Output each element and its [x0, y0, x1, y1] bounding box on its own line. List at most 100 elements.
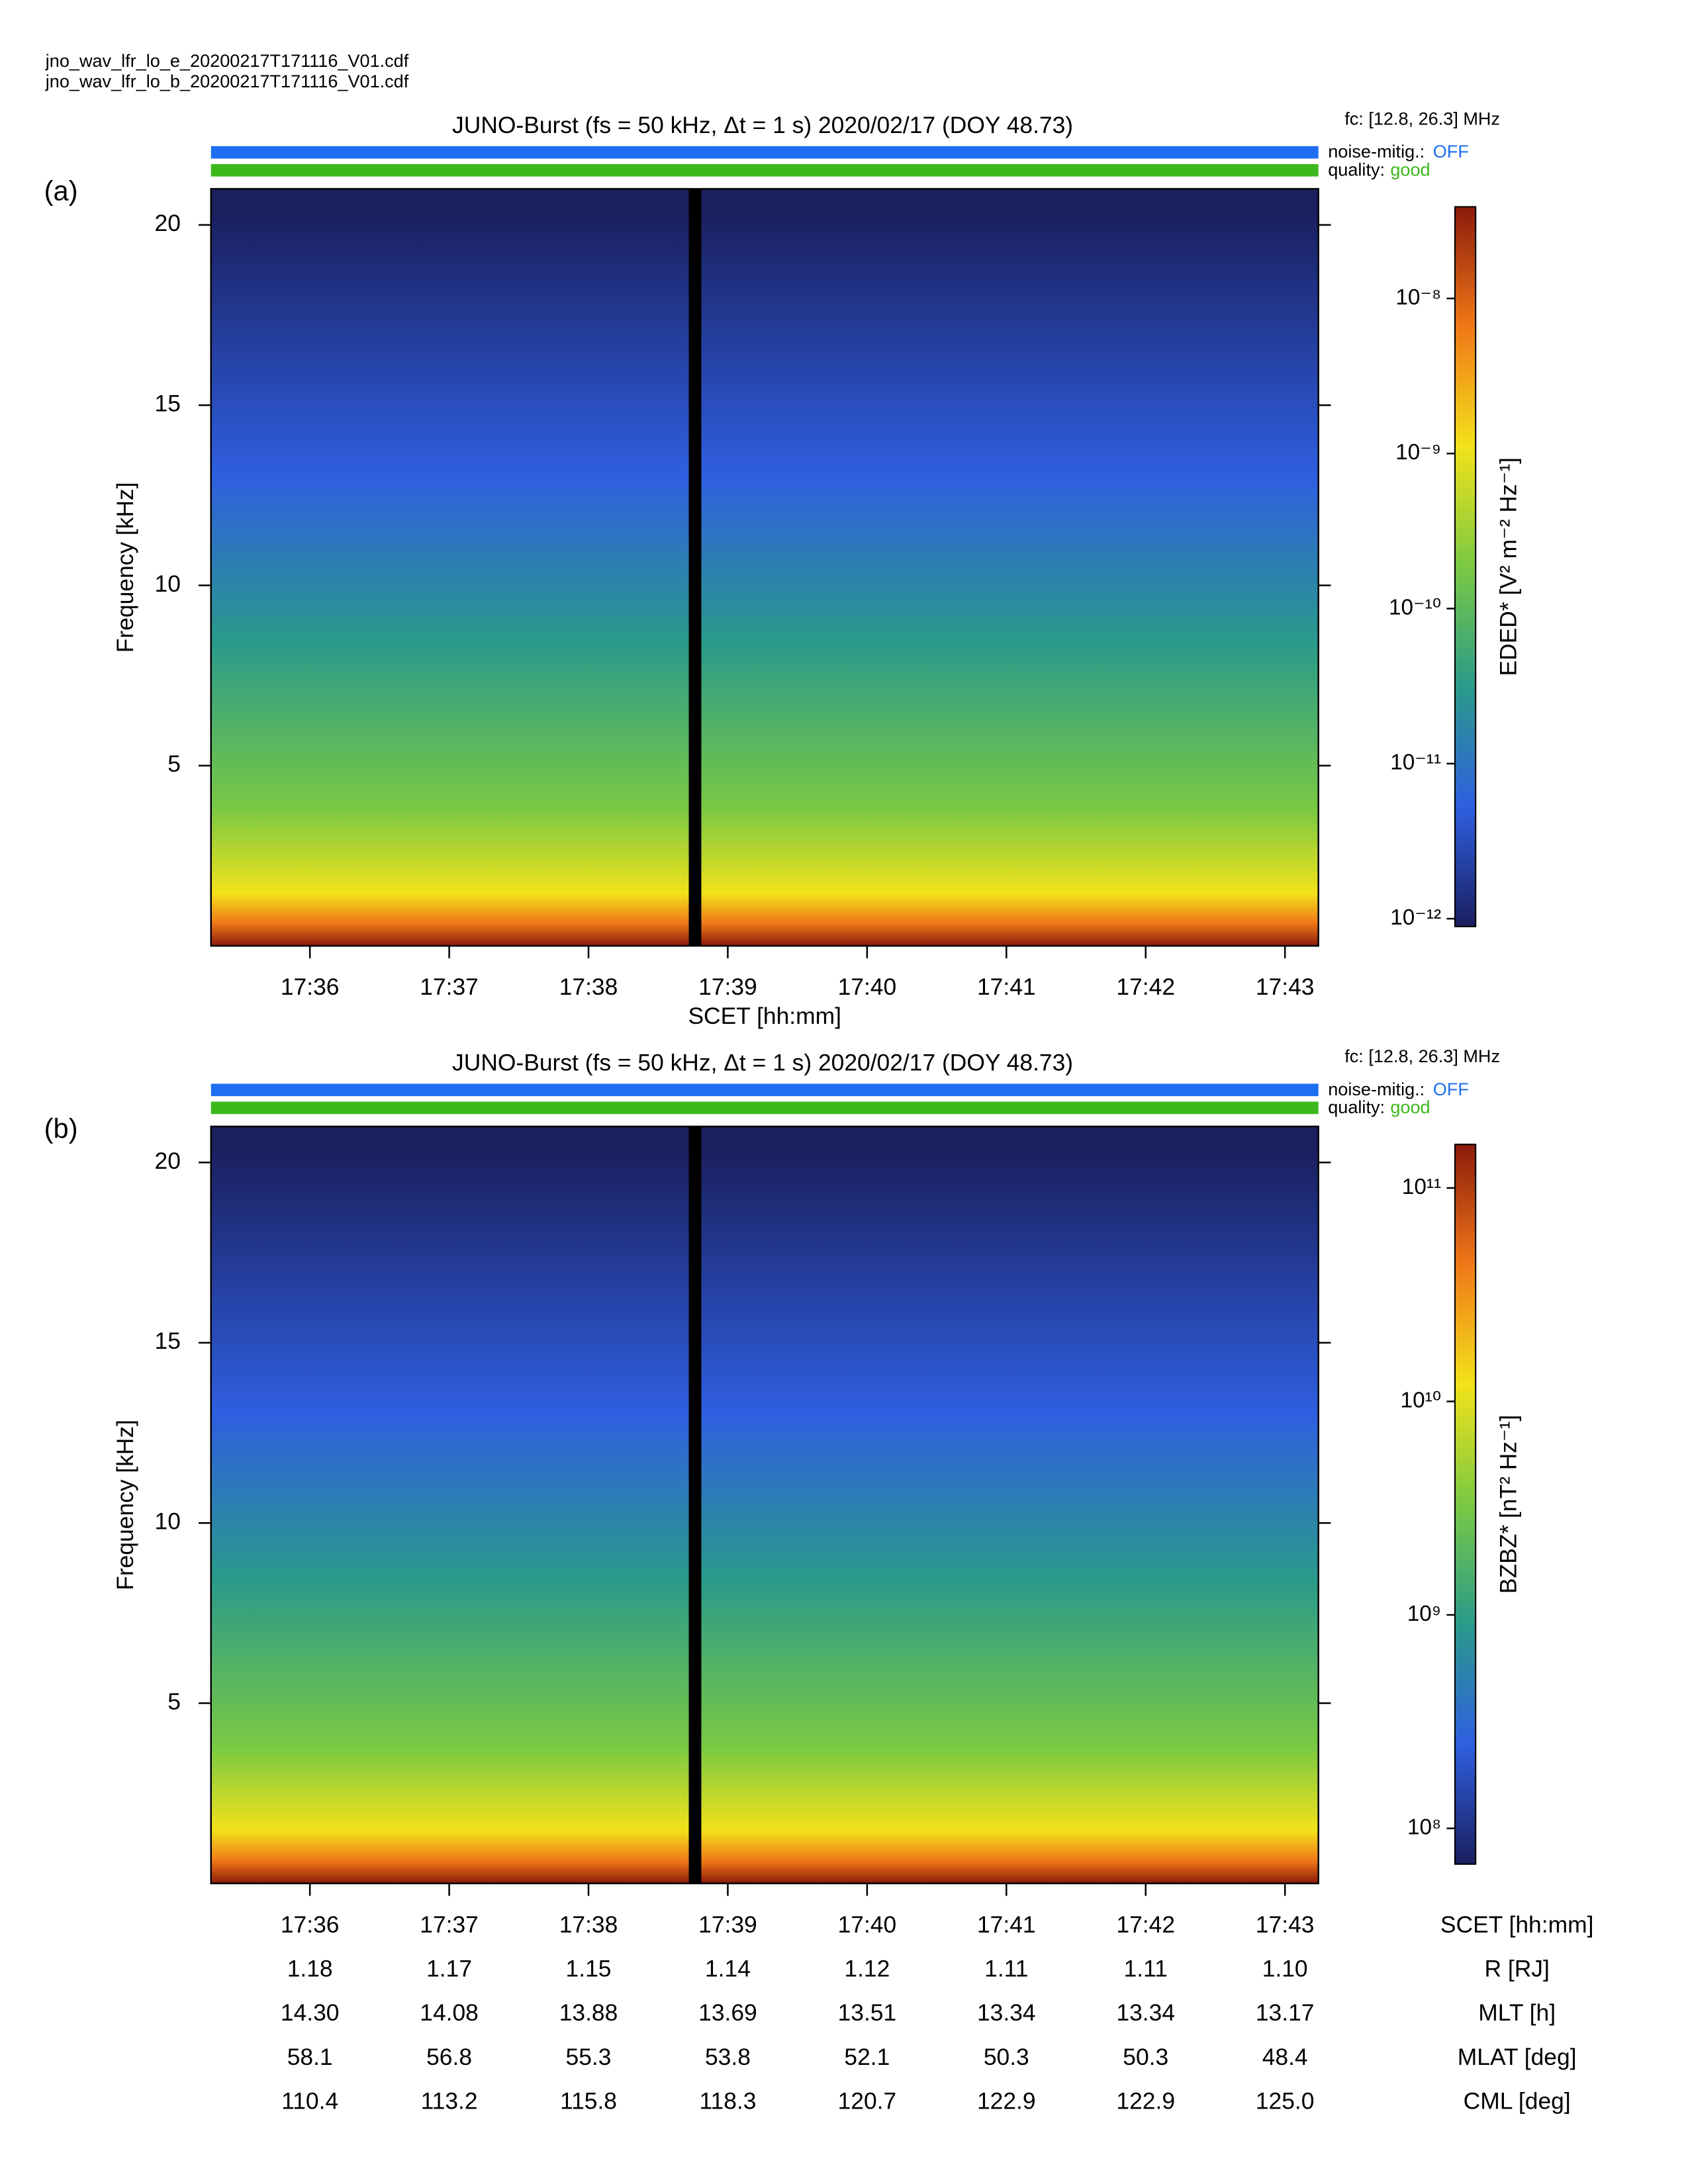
- y-axis-label: Frequency [kHz]: [112, 1420, 138, 1590]
- ephemeris-value: 122.9: [1116, 2087, 1175, 2114]
- colorbar-tick-label: 10⁹: [1407, 1602, 1441, 1626]
- ephemeris-value: 1.10: [1262, 1955, 1308, 1981]
- x-tick-label: 17:37: [420, 974, 479, 1000]
- x-tick-label: 17:38: [559, 1911, 618, 1938]
- ephemeris-value: 1.15: [566, 1955, 612, 1981]
- quality-value: good: [1390, 159, 1430, 179]
- panel-label: (a): [44, 175, 78, 206]
- noise-mitig-label: noise-mitig.: OFF: [1328, 141, 1469, 161]
- y-tick-label: 10: [155, 1508, 181, 1535]
- ephemeris-value: 13.17: [1256, 1999, 1315, 2026]
- ephemeris-label: MLT [h]: [1478, 1999, 1556, 2026]
- data-gap: [688, 1126, 702, 1884]
- x-tick-label: 17:36: [281, 974, 340, 1000]
- noise-mitig-key: noise-mitig.:: [1328, 141, 1425, 161]
- y-tick-label: 5: [167, 751, 181, 777]
- ephemeris-value: 50.3: [1123, 2044, 1168, 2070]
- ephemeris-value: 110.4: [281, 2087, 338, 2114]
- ephemeris-value: 1.11: [984, 1955, 1028, 1981]
- panel-title: JUNO-Burst (fs = 50 kHz, Δt = 1 s) 2020/…: [452, 1050, 1073, 1076]
- quality-value: good: [1390, 1097, 1430, 1117]
- x-axis-label: SCET [hh:mm]: [1440, 1911, 1594, 1938]
- quality-key: quality:: [1328, 1097, 1385, 1117]
- file-name: jno_wav_lfr_lo_b_20200217T171116_V01.cdf: [45, 71, 409, 91]
- ephemeris-value: 1.11: [1124, 1955, 1168, 1981]
- ephemeris-value: 50.3: [984, 2044, 1029, 2070]
- colorbar: [1454, 1144, 1477, 1865]
- colorbar-label: EDED* [V² m⁻² Hz⁻¹]: [1495, 457, 1522, 676]
- ephemeris-value: 58.1: [287, 2044, 333, 2070]
- y-tick-label: 15: [155, 1328, 181, 1354]
- quality-label: quality: good: [1328, 1097, 1430, 1117]
- plot-frame: [210, 188, 1319, 947]
- ephemeris-value: 118.3: [699, 2087, 756, 2114]
- x-tick-label: 17:41: [977, 1911, 1036, 1938]
- ephemeris-value: 125.0: [1256, 2087, 1315, 2114]
- x-tick-label: 17:40: [838, 974, 897, 1000]
- y-tick-label: 20: [155, 1148, 181, 1174]
- ephemeris-value: 14.30: [281, 1999, 340, 2026]
- noise-mitig-bar: [211, 146, 1319, 159]
- ephemeris-value: 56.8: [426, 2044, 472, 2070]
- noise-mitig-label: noise-mitig.: OFF: [1328, 1079, 1469, 1099]
- noise-mitig-value: OFF: [1433, 141, 1469, 161]
- ephemeris-value: 13.51: [838, 1999, 897, 2026]
- fc-label: fc: [12.8, 26.3] MHz: [1344, 108, 1500, 128]
- x-tick-label: 17:41: [977, 974, 1036, 1000]
- x-tick-label: 17:39: [698, 974, 757, 1000]
- quality-label: quality: good: [1328, 159, 1430, 179]
- x-axis-label: SCET [hh:mm]: [688, 1003, 841, 1029]
- ephemeris-value: 113.2: [421, 2087, 478, 2114]
- ephemeris-value: 14.08: [420, 1999, 479, 2026]
- noise-mitig-value: OFF: [1433, 1079, 1469, 1099]
- panel-title: JUNO-Burst (fs = 50 kHz, Δt = 1 s) 2020/…: [452, 112, 1073, 138]
- ephemeris-value: 13.88: [559, 1999, 618, 2026]
- ephemeris-value: 48.4: [1262, 2044, 1308, 2070]
- y-tick-label: 20: [155, 210, 181, 236]
- colorbar: [1454, 206, 1477, 928]
- x-tick-label: 17:36: [281, 1911, 340, 1938]
- ephemeris-value: 13.34: [1116, 1999, 1175, 2026]
- ephemeris-value: 120.7: [838, 2087, 897, 2114]
- ephemeris-value: 122.9: [977, 2087, 1036, 2114]
- y-tick-label: 10: [155, 570, 181, 597]
- ephemeris-value: 1.12: [844, 1955, 890, 1981]
- spectrogram: [211, 189, 1319, 946]
- ephemeris-value: 1.14: [705, 1955, 751, 1981]
- colorbar-tick-label: 10⁸: [1407, 1815, 1441, 1839]
- colorbar-tick-label: 10⁻¹²: [1390, 905, 1441, 930]
- colorbar-tick-label: 10⁻⁸: [1395, 285, 1441, 310]
- x-tick-label: 17:42: [1116, 974, 1175, 1000]
- data-gap: [688, 189, 702, 946]
- ephemeris-value: 115.8: [560, 2087, 617, 2114]
- x-tick-label: 17:43: [1256, 974, 1315, 1000]
- y-tick-label: 5: [167, 1688, 181, 1715]
- ephemeris-value: 1.17: [426, 1955, 472, 1981]
- x-tick-label: 17:37: [420, 1911, 479, 1938]
- x-tick-label: 17:43: [1256, 1911, 1315, 1938]
- x-tick-label: 17:42: [1116, 1911, 1175, 1938]
- x-tick-label: 17:38: [559, 974, 618, 1000]
- x-tick-label: 17:40: [838, 1911, 897, 1938]
- quality-key: quality:: [1328, 159, 1385, 179]
- file-name: jno_wav_lfr_lo_e_20200217T171116_V01.cdf: [45, 50, 409, 71]
- spectrogram: [211, 1126, 1319, 1884]
- ephemeris-value: 53.8: [705, 2044, 751, 2070]
- ephemeris-value: 1.18: [287, 1955, 333, 1981]
- fc-label: fc: [12.8, 26.3] MHz: [1344, 1046, 1500, 1066]
- ephemeris-label: MLAT [deg]: [1458, 2044, 1577, 2070]
- ephemeris-value: 55.3: [566, 2044, 612, 2070]
- ephemeris-value: 13.69: [698, 1999, 757, 2026]
- y-tick-label: 15: [155, 390, 181, 417]
- noise-mitig-bar: [211, 1083, 1319, 1097]
- colorbar-tick-label: 10⁻¹⁰: [1389, 595, 1441, 619]
- colorbar-tick-label: 10⁻⁹: [1395, 440, 1441, 465]
- ephemeris-label: R [RJ]: [1484, 1955, 1549, 1981]
- ephemeris-label: CML [deg]: [1464, 2087, 1571, 2114]
- x-tick-label: 17:39: [698, 1911, 757, 1938]
- quality-bar: [211, 163, 1319, 177]
- ephemeris-value: 13.34: [977, 1999, 1036, 2026]
- noise-mitig-key: noise-mitig.:: [1328, 1079, 1425, 1099]
- plot-frame: [210, 1125, 1319, 1885]
